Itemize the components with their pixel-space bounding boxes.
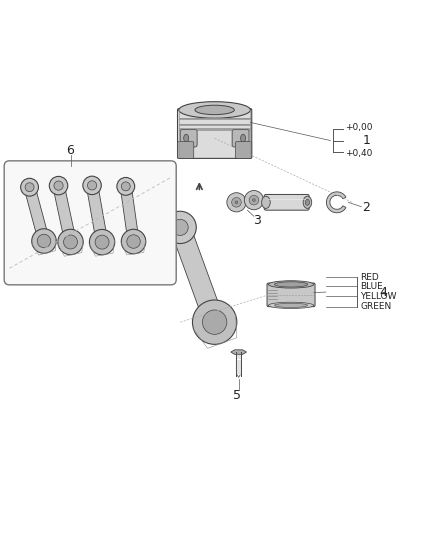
Circle shape <box>249 195 259 205</box>
Circle shape <box>244 190 264 210</box>
Circle shape <box>95 235 109 249</box>
Ellipse shape <box>184 134 189 142</box>
Ellipse shape <box>195 105 234 115</box>
Text: 2: 2 <box>362 201 370 214</box>
Text: YELLOW: YELLOW <box>360 292 396 301</box>
Circle shape <box>54 181 63 190</box>
FancyBboxPatch shape <box>180 130 197 147</box>
Circle shape <box>21 179 39 196</box>
Circle shape <box>83 176 101 195</box>
Circle shape <box>64 235 78 249</box>
Circle shape <box>232 198 241 207</box>
Circle shape <box>252 199 255 201</box>
Text: 4: 4 <box>379 286 387 298</box>
Text: 3: 3 <box>253 214 261 227</box>
Ellipse shape <box>275 282 307 287</box>
Bar <box>179 128 251 130</box>
Text: +0,00: +0,00 <box>345 123 372 132</box>
Text: 1: 1 <box>363 134 371 147</box>
Ellipse shape <box>240 134 246 142</box>
Ellipse shape <box>305 199 310 205</box>
Polygon shape <box>326 192 346 213</box>
Polygon shape <box>120 185 139 243</box>
Text: 5: 5 <box>233 389 241 402</box>
Polygon shape <box>24 186 49 243</box>
FancyBboxPatch shape <box>177 142 194 158</box>
Circle shape <box>127 235 140 248</box>
FancyBboxPatch shape <box>232 130 249 147</box>
Bar <box>179 124 251 125</box>
Ellipse shape <box>268 281 314 288</box>
Ellipse shape <box>261 196 270 208</box>
Circle shape <box>49 176 68 195</box>
Circle shape <box>117 177 135 195</box>
Ellipse shape <box>303 196 312 208</box>
Polygon shape <box>86 184 108 243</box>
Circle shape <box>172 219 188 236</box>
Circle shape <box>121 229 146 254</box>
Circle shape <box>227 193 246 212</box>
Text: 6: 6 <box>66 144 74 157</box>
Circle shape <box>32 229 56 253</box>
FancyBboxPatch shape <box>236 142 252 158</box>
Bar <box>179 118 251 119</box>
Circle shape <box>25 183 34 192</box>
Text: +0,40: +0,40 <box>345 149 372 158</box>
Circle shape <box>121 182 130 191</box>
Circle shape <box>202 310 227 334</box>
Circle shape <box>88 181 97 190</box>
Circle shape <box>235 201 238 204</box>
FancyBboxPatch shape <box>177 109 252 158</box>
FancyBboxPatch shape <box>4 161 176 285</box>
Text: GREEN: GREEN <box>360 302 391 311</box>
Polygon shape <box>171 224 224 326</box>
Polygon shape <box>231 350 247 354</box>
Ellipse shape <box>179 102 251 118</box>
Ellipse shape <box>275 303 307 308</box>
Text: RED: RED <box>360 273 379 282</box>
Ellipse shape <box>268 302 314 309</box>
Circle shape <box>164 211 196 244</box>
Circle shape <box>58 229 83 255</box>
Circle shape <box>192 300 237 344</box>
Circle shape <box>89 230 115 255</box>
FancyBboxPatch shape <box>264 195 309 210</box>
FancyBboxPatch shape <box>267 283 315 306</box>
Polygon shape <box>53 184 76 243</box>
Text: BLUE: BLUE <box>360 281 383 290</box>
Circle shape <box>37 235 51 248</box>
